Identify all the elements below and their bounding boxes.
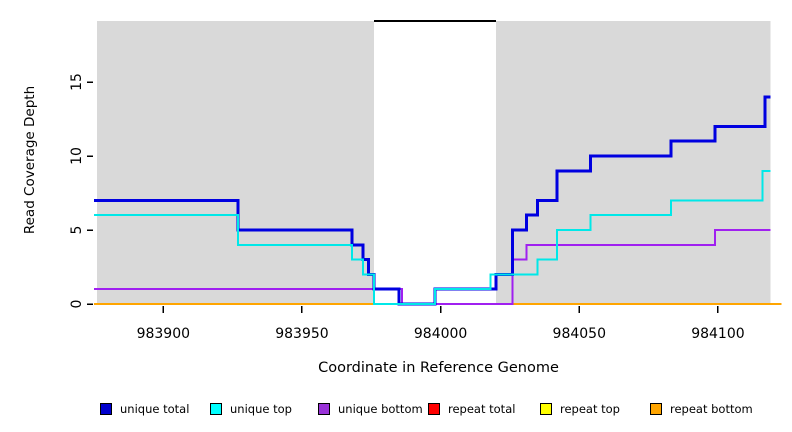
legend-swatch (100, 402, 112, 415)
legend-swatch (210, 402, 222, 415)
y-tick-label: 5 (69, 225, 85, 235)
legend-item-unique-top: unique top (210, 401, 292, 416)
legend-item-unique-total: unique total (100, 401, 189, 416)
series-unique-bottom (94, 229, 771, 305)
legend-label: repeat bottom (670, 401, 753, 416)
plot-canvas (87, 20, 782, 313)
x-tick-label: 984000 (413, 326, 468, 342)
y-tick-label: 10 (69, 147, 85, 165)
legend-item-repeat-total: repeat total (428, 401, 515, 416)
y-axis-title: Read Coverage Depth (22, 85, 38, 235)
x-tick-label: 984100 (691, 326, 745, 342)
legend-label: unique total (120, 401, 190, 416)
legend-swatch (650, 402, 662, 415)
legend-item-unique-bottom: unique bottom (318, 401, 423, 416)
legend-item-repeat-bottom: repeat bottom (650, 401, 753, 416)
series-unique-top (94, 169, 771, 305)
legend: unique total unique top unique bottom repea… (0, 401, 792, 421)
y-tick-label: 0 (69, 299, 85, 309)
x-tick-label: 983900 (136, 326, 191, 342)
legend-label: repeat total (448, 401, 516, 416)
legend-label: unique bottom (338, 401, 423, 416)
x-tick-label: 983950 (275, 326, 329, 342)
x-axis-title: Coordinate in Reference Genome (318, 360, 559, 376)
legend-swatch (428, 402, 440, 415)
legend-swatch (318, 402, 330, 415)
legend-label: repeat top (560, 401, 620, 416)
x-tick-label: 984050 (552, 326, 606, 342)
legend-swatch (540, 402, 552, 415)
legend-item-repeat-top: repeat top (540, 401, 620, 416)
panel-shaded-region (496, 21, 771, 304)
y-tick-label: 15 (69, 73, 85, 91)
legend-label: unique top (230, 401, 292, 416)
panel-shaded-region (96, 21, 375, 304)
